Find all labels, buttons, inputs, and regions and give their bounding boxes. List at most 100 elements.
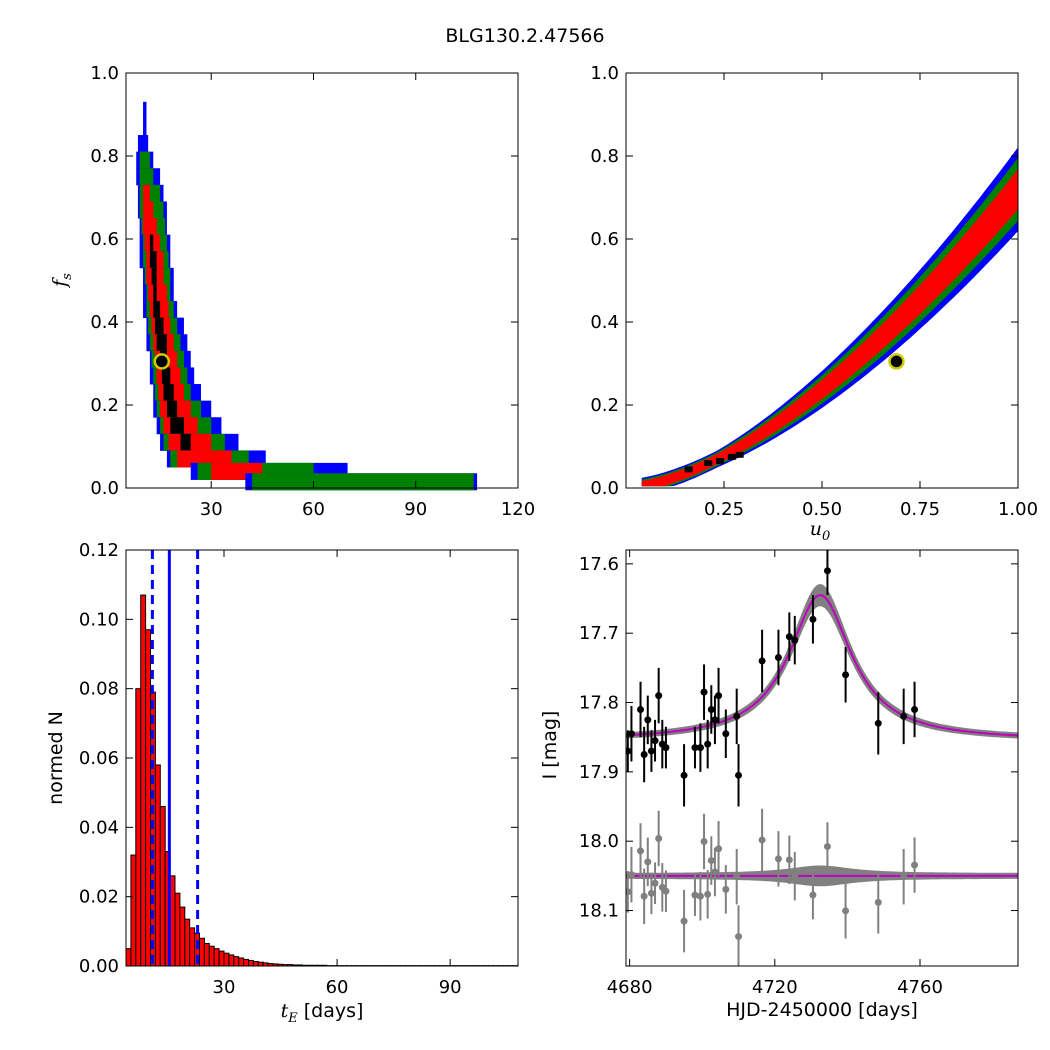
- y-tick-label: 0.04: [79, 817, 119, 838]
- density-contour-2: [641, 169, 1018, 487]
- residual-point: [809, 891, 817, 899]
- x-axis-label: HJD-2450000 [days]: [726, 999, 918, 1021]
- x-tick-label: 0.50: [802, 499, 842, 520]
- y-axis-label-subscript: s: [60, 273, 75, 280]
- y-tick-label: 0.4: [590, 312, 619, 333]
- x-axis-label-units: [days]: [298, 1000, 364, 1022]
- x-tick-label: 60: [326, 977, 349, 998]
- residual-point: [785, 856, 793, 864]
- residual-point: [842, 907, 850, 915]
- density-cell-black: [153, 301, 161, 319]
- density-cell-red: [143, 184, 150, 202]
- residual-point: [627, 871, 635, 879]
- y-axis-label-text: I [mag]: [539, 711, 561, 780]
- histogram-bar: [135, 688, 142, 967]
- density-cell-red: [143, 201, 154, 219]
- data-point: [733, 712, 741, 720]
- plot-frame: [625, 72, 1019, 489]
- plot-frame: [625, 549, 1019, 967]
- y-tick-label: 0.02: [79, 887, 119, 908]
- histogram-bar: [228, 954, 235, 967]
- density-cell-black: [166, 400, 178, 418]
- y-tick-label: 0.6: [90, 229, 119, 250]
- y-tick-label: 18.0: [579, 831, 619, 852]
- density-cell-blue: [137, 135, 149, 153]
- histogram-bar: [238, 957, 245, 967]
- data-point: [680, 771, 688, 779]
- data-point: [774, 653, 782, 661]
- x-axis-label: tE [days]: [281, 1000, 364, 1026]
- density-cell-blue: [143, 118, 147, 136]
- residual-point: [637, 847, 645, 855]
- x-tick-label: 1.00: [998, 499, 1038, 520]
- residual-point: [651, 879, 659, 887]
- density-cell-green: [139, 151, 150, 169]
- histogram-bar: [248, 959, 254, 967]
- x-axis-label-subscript: 0: [822, 529, 830, 544]
- lightcurve-panel: 4680 4720 4760 17.6 17.7 17.8 17.9 18.0 18.1 I [m…: [539, 549, 1019, 1021]
- data-point: [711, 716, 719, 724]
- density-cell-black: [684, 466, 693, 473]
- x-tick-label: 4760: [897, 977, 943, 998]
- density-cell-green: [139, 168, 154, 186]
- data-point: [707, 705, 715, 713]
- residual-point: [700, 837, 708, 845]
- x-tick-label: 90: [404, 499, 427, 520]
- plot-area: [626, 550, 1018, 966]
- x-axis-label-symbol: t: [281, 1000, 289, 1022]
- data-point: [637, 705, 645, 713]
- y-tick-label: 0.06: [79, 748, 119, 769]
- x-tick-label: 0.25: [704, 499, 744, 520]
- data-point: [651, 737, 659, 745]
- histogram-bar: [233, 956, 240, 967]
- y-tick-label: 0.8: [90, 146, 119, 167]
- density-cell-black: [180, 433, 191, 451]
- residual-point: [655, 834, 663, 842]
- y-tick-label: 0.0: [590, 478, 619, 499]
- y-tick-label: 0.6: [590, 229, 619, 250]
- y-axis-label-text: fs: [49, 273, 75, 289]
- residual-point: [791, 872, 799, 880]
- residual-point: [911, 861, 919, 869]
- x-tick-label: 60: [302, 499, 325, 520]
- y-tick-label: 0.2: [90, 395, 119, 416]
- y-tick-label: 0.0: [90, 478, 119, 499]
- density-cell-black: [716, 458, 725, 465]
- y-tick-label: 1.0: [590, 63, 619, 84]
- fs-vs-tE-panel: 30 60 90 120 0.0 0.2 0.4 0.6 0.8 1.0 fs: [49, 63, 535, 520]
- residual-point: [626, 888, 632, 896]
- density-cell-green: [252, 473, 474, 491]
- y-tick-label: 17.6: [579, 554, 619, 575]
- residual-point: [680, 917, 688, 925]
- data-point: [823, 567, 831, 575]
- y-axis-label: I [mag]: [539, 711, 561, 780]
- residual-point: [707, 857, 715, 865]
- residual-point: [704, 890, 712, 898]
- figure-title: BLG130.2.47566: [445, 25, 604, 47]
- histogram-bar: [243, 958, 250, 967]
- residual-point: [640, 892, 648, 900]
- data-point: [842, 671, 850, 679]
- histogram-bar: [257, 961, 264, 967]
- x-axis-label: u0: [810, 518, 831, 544]
- x-axis-label-text: u0: [810, 518, 831, 544]
- density-cell-black: [156, 334, 167, 352]
- y-tick-label: 0.8: [590, 146, 619, 167]
- residual-point: [735, 933, 743, 941]
- density-cell-black: [149, 251, 157, 269]
- plot-frame: [125, 549, 519, 967]
- y-tick-label: 0.12: [79, 540, 119, 561]
- y-axis-label: normed N: [45, 711, 67, 805]
- data-point: [655, 692, 663, 700]
- histogram-bar: [184, 918, 191, 967]
- data-point: [647, 747, 655, 755]
- residual-point: [696, 892, 704, 900]
- histogram-bar: [223, 952, 230, 967]
- data-point: [758, 657, 766, 665]
- density-cell-black: [735, 451, 744, 458]
- best-fit-marker: [888, 353, 905, 370]
- density-cell-black: [154, 317, 164, 335]
- x-tick-label: 120: [501, 499, 535, 520]
- residual-point: [823, 843, 831, 851]
- x-tick-label: 4680: [607, 977, 653, 998]
